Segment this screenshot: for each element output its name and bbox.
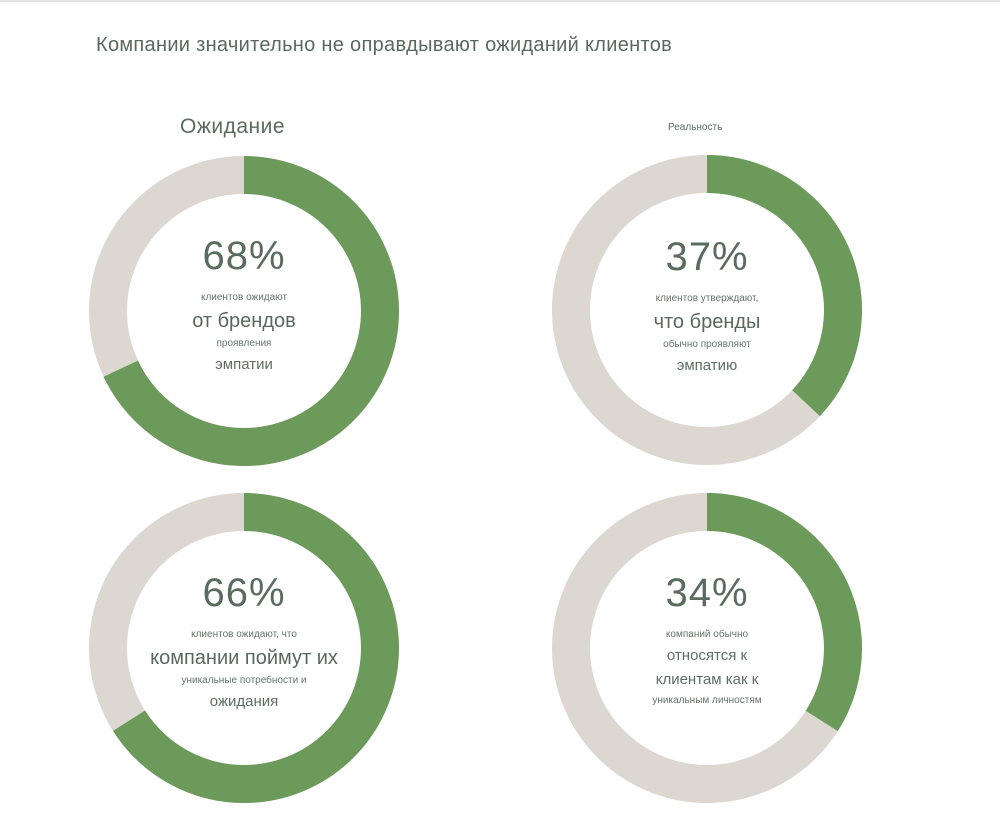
caption-line-3: проявления [216,338,272,349]
donut-chart-expect-empathy: 68% клиентов ожидают от брендов проявлен… [89,156,399,466]
donut-center-text: 34% компаний обычно относятся к клиентам… [602,571,812,710]
caption-line-1: клиентов утверждают, [655,293,759,304]
top-divider [0,0,1000,2]
donut-chart-reality-unique-personalities: 34% компаний обычно относятся к клиентам… [552,493,862,803]
donut-value-arc [89,493,399,803]
page-title: Компании значительно не оправдывают ожид… [96,34,673,56]
donut-chart-expect-unique-needs: 66% клиентов ожидают, что компании пойму… [89,493,399,803]
donut-ring [552,493,862,803]
donut-ring [89,156,399,466]
percent-value: 68% [202,234,286,278]
donut-value-arc [552,493,862,803]
donut-ring [89,493,399,803]
percent-value: 37% [665,235,749,279]
caption-line-4: эмпатии [215,356,273,373]
caption-line-4: эмпатию [676,357,738,374]
caption-line-2: относятся к [666,647,748,664]
donut-center-text: 66% клиентов ожидают, что компании пойму… [119,571,369,714]
percent-value: 66% [202,571,286,615]
donut-ring [552,155,862,465]
donut-center-text: 68% клиентов ожидают от брендов проявлен… [139,234,349,377]
donut-chart-reality-empathy: 37% клиентов утверждают, что бренды обыч… [552,155,862,465]
caption-line-1: клиентов ожидают, что [191,629,297,640]
percent-value: 34% [665,571,749,615]
donut-value-arc [552,155,862,465]
caption-line-2: от брендов [192,310,296,332]
donut-center-text: 37% клиентов утверждают, что бренды обыч… [602,235,812,378]
caption-line-2: что бренды [653,311,761,333]
caption-line-3: уникальные потребности и [181,675,307,686]
caption-line-1: клиентов ожидают [200,292,288,303]
column-heading-reality: Реальность [668,122,723,133]
caption-line-3: клиентам как к [655,671,759,688]
caption-line-4: уникальным личностям [652,695,762,706]
donut-value-arc [89,156,399,466]
caption-line-4: ожидания [209,693,279,710]
caption-line-2: компании поймут их [150,647,338,669]
caption-line-1: компаний обычно [665,629,749,640]
caption-line-3: обычно проявляют [663,339,751,350]
column-heading-expectation: Ожидание [180,115,286,138]
